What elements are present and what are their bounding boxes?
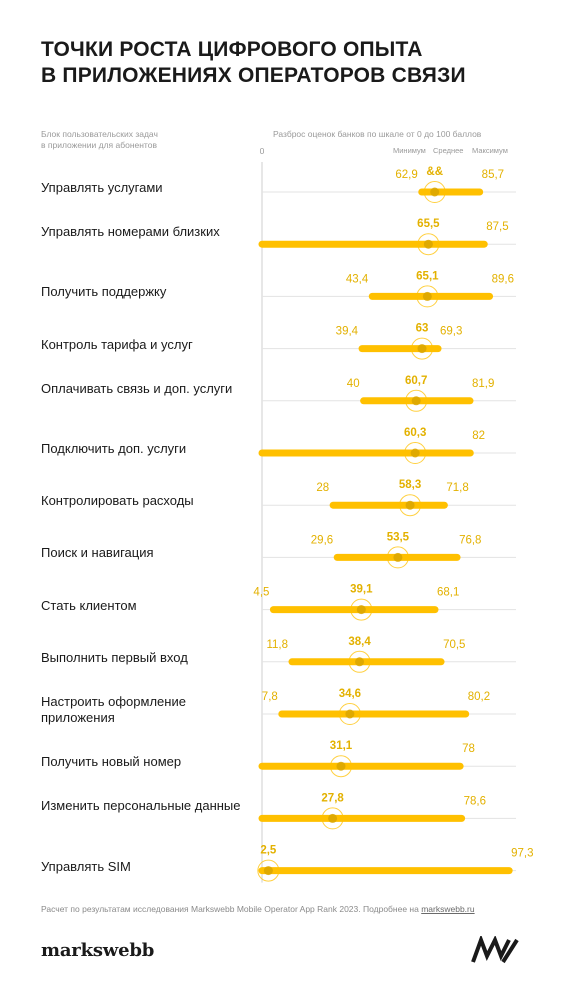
avg-marker-ring — [348, 650, 371, 673]
brand-logo: markswebb — [41, 940, 155, 961]
left-header-line-2: в приложении для абонентов — [41, 140, 157, 150]
avg-value-label: 31,1 — [330, 740, 353, 752]
footnote: Расчет по результатам исследования Marks… — [41, 904, 475, 914]
avg-marker-ring — [416, 285, 439, 308]
avg-marker-ring — [417, 233, 440, 256]
avg-marker-ring — [338, 703, 361, 725]
avg-value-label: 58,3 — [399, 479, 421, 491]
avg-value-label: 39,1 — [350, 584, 373, 596]
footnote-link[interactable]: markswebb.ru — [421, 904, 475, 914]
avg-value-label: 2,5 — [260, 845, 277, 857]
avg-value-label: 65,1 — [416, 270, 439, 282]
category-label: Настроить оформление приложения — [41, 694, 186, 725]
avg-marker-dot — [393, 552, 403, 562]
avg-marker-dot — [422, 291, 432, 301]
min-value-label: 62,9 — [395, 169, 417, 181]
avg-value-label: 60,7 — [405, 375, 427, 387]
title-line-2: В ПРИЛОЖЕНИЯХ ОПЕРАТОРОВ СВЯЗИ — [41, 64, 466, 87]
category-label: Получить новый номер — [41, 754, 182, 770]
category-label: Получить поддержку — [41, 284, 167, 300]
avg-marker-dot — [345, 709, 355, 719]
avg-value-label: 34,6 — [339, 688, 361, 700]
avg-marker-dot — [411, 396, 421, 406]
category-label: Выполнить первый вход — [41, 649, 188, 665]
title-line-1: ТОЧКИ РОСТА ЦИФРОВОГО ОПЫТА — [41, 38, 423, 61]
max-value-label: 78,6 — [464, 795, 486, 807]
avg-marker-dot — [423, 239, 433, 249]
category-label: Управлять SIM — [41, 858, 131, 874]
avg-marker-dot — [410, 448, 420, 458]
max-value-label: 71,8 — [446, 482, 468, 494]
max-value-label: 78 — [462, 743, 475, 755]
avg-value-label: 38,4 — [348, 636, 371, 648]
page-title: ТОЧКИ РОСТА ЦИФРОВОГО ОПЫТА В ПРИЛОЖЕНИЯ… — [41, 37, 541, 89]
category-label: Оплачивать связь и доп. услуги — [41, 380, 233, 396]
min-value-label: 40 — [347, 378, 360, 390]
avg-value-label: 53,5 — [387, 531, 410, 543]
min-value-label: 11,8 — [266, 639, 288, 651]
avg-marker-dot — [430, 187, 440, 197]
category-label: Стать клиентом — [41, 597, 137, 613]
avg-marker-dot — [405, 500, 415, 510]
avg-marker-ring — [321, 807, 344, 830]
avg-marker-ring — [399, 494, 422, 517]
legend-min: Минимум — [393, 146, 426, 155]
footnote-text: Расчет по результатам исследования Marks… — [41, 904, 422, 914]
max-value-label: 89,6 — [492, 273, 514, 285]
left-column-header: Блок пользовательских задач в приложении… — [41, 129, 158, 151]
min-value-label: 7,8 — [262, 691, 278, 703]
min-value-label: 28 — [316, 482, 329, 494]
avg-marker-ring — [350, 598, 373, 621]
avg-marker-dot — [263, 866, 273, 876]
category-label: Управлять услугами — [41, 180, 163, 195]
avg-marker-ring — [404, 442, 427, 464]
category-label: Контроль тарифа и услуг — [41, 336, 193, 352]
legend-avg: Среднее — [433, 146, 464, 155]
max-value-label: 68,1 — [437, 587, 459, 599]
max-value-label: 82 — [472, 430, 485, 442]
avg-marker-ring — [329, 755, 352, 778]
avg-marker-ring — [423, 181, 446, 203]
avg-marker-dot — [336, 761, 346, 771]
category-label: Подключить доп. услуги — [41, 441, 187, 456]
min-value-label: 29,6 — [311, 534, 333, 546]
max-value-label: 69,3 — [440, 326, 462, 338]
max-value-label: 70,5 — [443, 639, 465, 651]
avg-marker-ring — [386, 546, 409, 569]
right-column-header: Разброс оценок банков по шкале от 0 до 1… — [273, 129, 482, 139]
range-chart: 0 62,9 85,7 && 87,5 65,5 43,4 89,6 65,1 39,4 69,3 6… — [253, 146, 534, 883]
avg-marker-dot — [417, 344, 427, 354]
min-value-label: 4,5 — [253, 587, 269, 599]
avg-marker-ring — [411, 337, 434, 360]
avg-marker-dot — [328, 813, 338, 823]
max-value-label: 76,8 — [459, 534, 481, 546]
max-value-label: 81,9 — [472, 378, 494, 390]
avg-marker-ring — [405, 389, 428, 412]
max-value-label: 85,7 — [482, 169, 504, 181]
avg-value-label: && — [426, 166, 443, 178]
avg-value-label: 63 — [416, 323, 429, 335]
max-value-label: 80,2 — [468, 691, 490, 703]
category-label: Управлять номерами близких — [41, 224, 220, 240]
max-value-label: 87,5 — [486, 221, 508, 233]
category-label: Контролировать расходы — [41, 493, 194, 509]
avg-marker-ring — [257, 859, 280, 882]
min-value-label: 43,4 — [346, 273, 369, 285]
category-label: Изменить персональные данные — [41, 798, 241, 814]
left-header-line-1: Блок пользовательских задач — [41, 129, 158, 139]
avg-value-label: 27,8 — [321, 792, 344, 804]
max-value-label: 97,3 — [511, 848, 533, 860]
avg-value-label: 60,3 — [404, 427, 426, 439]
mw-logo-icon — [471, 936, 519, 964]
legend-max: Максимум — [472, 146, 508, 155]
category-label: Поиск и навигация — [41, 545, 154, 561]
zero-tick-label: 0 — [260, 146, 265, 156]
avg-value-label: 65,5 — [417, 218, 440, 230]
avg-marker-dot — [355, 657, 365, 667]
avg-marker-dot — [356, 605, 366, 615]
min-value-label: 39,4 — [336, 326, 359, 338]
